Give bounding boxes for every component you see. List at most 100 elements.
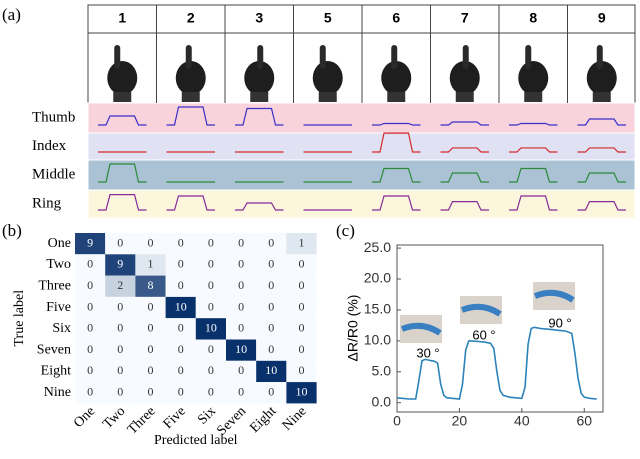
heatmap-cell — [165, 296, 196, 319]
row-band — [87, 189, 636, 219]
heatmap-cell — [256, 275, 287, 297]
heatmap-cell — [135, 296, 166, 319]
heatmap-cell — [195, 360, 226, 383]
column-header: 2 — [187, 10, 195, 26]
heatmap-cell — [195, 275, 226, 297]
signal-trace — [372, 167, 421, 183]
heatmap-cell — [195, 296, 226, 319]
cell-label: 0 — [208, 385, 214, 399]
signal-trace — [235, 107, 284, 126]
column-header: 1 — [118, 10, 126, 26]
cell-label: 9 — [87, 235, 93, 249]
y-tick-label: 10.0 — [364, 332, 391, 348]
column-header: 6 — [392, 10, 400, 26]
x-tick-label: 40 — [514, 413, 530, 429]
annotation: 90 ° — [548, 315, 571, 330]
heatmap-cell — [256, 318, 287, 340]
cell-label: 0 — [268, 299, 274, 313]
heatmap-cell — [165, 318, 196, 340]
cell-label: 9 — [117, 257, 123, 271]
cell-label: 0 — [299, 363, 305, 377]
cell-label: 0 — [299, 342, 305, 356]
signal-trace — [509, 195, 558, 211]
heatmap-cell — [226, 275, 257, 297]
panel-label: (b) — [2, 221, 22, 240]
cell-label: 0 — [117, 299, 123, 313]
glove-cuff — [250, 92, 269, 102]
x-tick-label: Two — [100, 404, 128, 432]
glove-cuff — [181, 92, 200, 102]
heatmap-cell — [226, 382, 257, 404]
cell-label: 0 — [238, 299, 244, 313]
y-tick-label: Seven — [37, 342, 71, 357]
cell-label: 0 — [117, 342, 123, 356]
signal-trace — [577, 147, 626, 153]
row-label: Ring — [32, 195, 62, 211]
cell-label: 0 — [238, 321, 244, 335]
column-header: 5 — [324, 10, 332, 26]
signal-trace — [372, 132, 421, 153]
heatmap-cell — [195, 382, 226, 404]
y-tick-label: Five — [46, 300, 71, 315]
heatmap-cell — [286, 339, 317, 361]
panel-c: 0.0 5.0 10.0 15.0 20.0 25.0 0 20 40 60 ΔR/R0 (%) 30… — [345, 239, 604, 429]
heatmap-cell — [286, 360, 317, 383]
x-tick-label: One — [71, 404, 98, 431]
heatmap-cell — [105, 275, 136, 297]
cell-label: 0 — [268, 257, 274, 271]
signal-trace — [98, 194, 147, 211]
cell-label: 8 — [148, 278, 154, 292]
cell-label: 0 — [148, 299, 154, 313]
data-line — [396, 326, 597, 400]
cell-label: 10 — [175, 299, 187, 313]
glove-cuff — [387, 92, 406, 102]
glove-palm — [107, 61, 138, 95]
heatmap-cell — [256, 382, 287, 404]
heatmap-cell — [135, 339, 166, 361]
column-header: 9 — [598, 10, 606, 26]
cell-label: 0 — [299, 257, 305, 271]
row-band — [87, 102, 636, 134]
heatmap-cell — [135, 382, 166, 404]
heatmap-cell — [286, 254, 317, 276]
cell-label: 0 — [238, 235, 244, 249]
cell-label: 0 — [178, 235, 184, 249]
heatmap-cell — [105, 382, 136, 404]
glove-cuff — [113, 92, 132, 102]
y-tick-label: Three — [38, 278, 71, 293]
y-axis-label: ΔR/R0 (%) — [345, 295, 361, 362]
signal-trace — [509, 122, 558, 126]
y-tick-label: Eight — [41, 364, 71, 379]
x-tick-label: 60 — [576, 413, 592, 429]
signal-trace — [440, 201, 489, 211]
heatmap-cell — [135, 275, 166, 297]
cell-label: 0 — [208, 342, 214, 356]
heatmap-cell — [226, 318, 257, 340]
cell-label: 1 — [148, 257, 154, 271]
cell-label: 10 — [296, 385, 308, 399]
glove-finger — [319, 45, 326, 69]
y-tick-label: Two — [46, 257, 71, 272]
glove-finger — [257, 45, 264, 69]
heatmap-cell — [195, 339, 226, 361]
heatmap-cell — [105, 233, 136, 255]
cell-label: 0 — [87, 299, 93, 313]
x-axis-label: Predicted label — [154, 433, 238, 448]
signal-trace — [440, 121, 489, 126]
cell-label: 0 — [299, 299, 305, 313]
x-tick-label: Eight — [247, 404, 279, 436]
glove-palm — [175, 61, 206, 95]
strip — [533, 289, 575, 303]
heatmap-cell — [226, 339, 257, 361]
heatmap-cell — [75, 275, 106, 297]
cell-label: 0 — [117, 363, 123, 377]
cell-label: 0 — [208, 257, 214, 271]
cell-label: 0 — [148, 235, 154, 249]
cell-label: 2 — [117, 278, 123, 292]
cell-label: 0 — [299, 278, 305, 292]
signal-trace — [577, 118, 626, 126]
row-band — [87, 132, 636, 161]
y-tick-label: 15.0 — [364, 301, 391, 317]
heatmap-cell — [256, 233, 287, 255]
